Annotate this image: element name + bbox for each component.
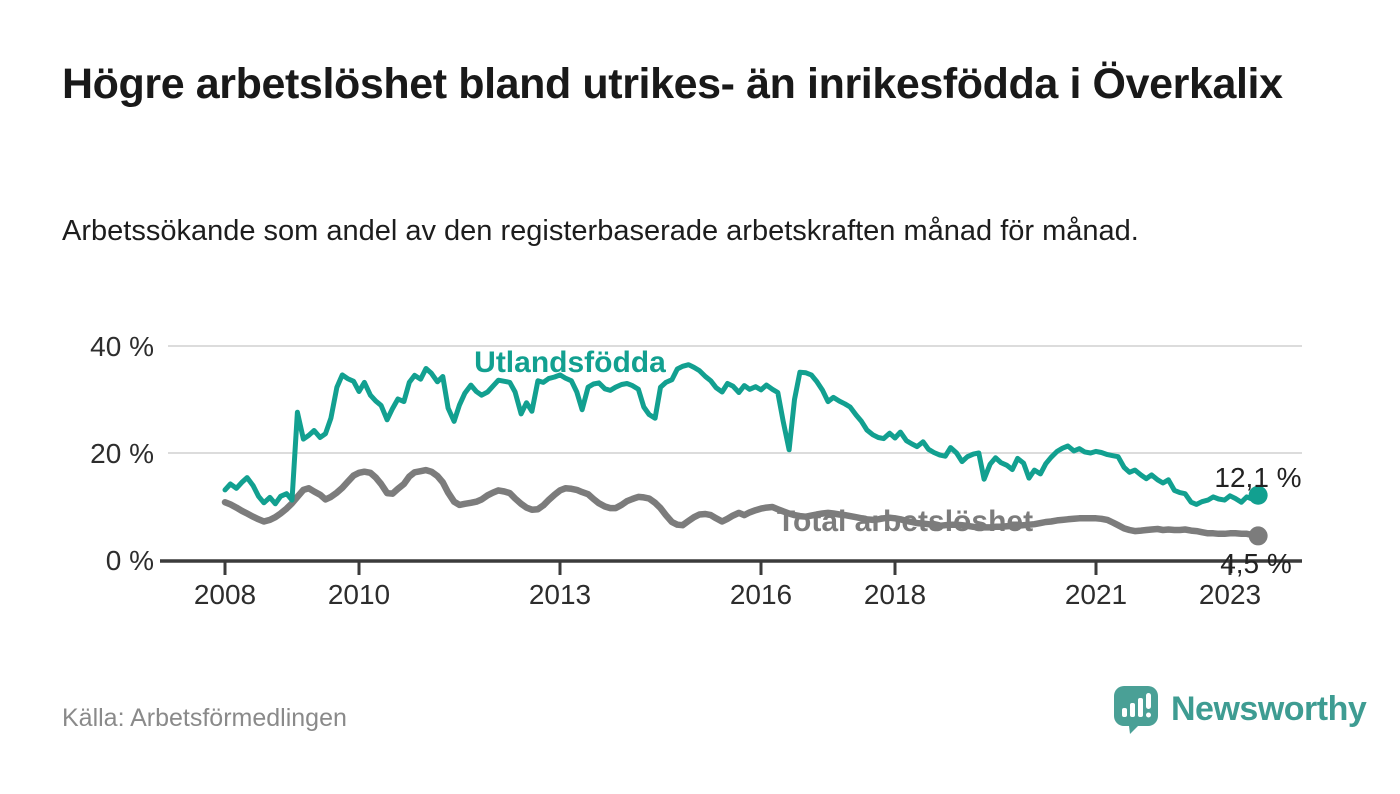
page-title: Högre arbetslöshet bland utrikes- än inr… <box>62 60 1283 108</box>
x-tick-label: 2016 <box>730 579 792 610</box>
series-label-total: Total arbetslöshet <box>777 505 1033 538</box>
chart-subtitle: Arbetssökande som andel av den registerb… <box>62 215 1139 247</box>
newsworthy-logo: Newsworthy <box>1112 684 1367 734</box>
series-line-total <box>221 466 1262 540</box>
x-tick-label: 2010 <box>328 579 390 610</box>
y-tick-label: 20 % <box>90 438 154 469</box>
bar-chart-speech-bubble-icon <box>1114 686 1158 734</box>
end-value-label-total: 4,5 % <box>1220 548 1292 579</box>
x-tick-label: 2021 <box>1065 579 1127 610</box>
x-tick-label: 2013 <box>529 579 591 610</box>
x-tick-label: 2023 <box>1199 579 1261 610</box>
end-value-label-utlandsfodda: 12,1 % <box>1214 462 1301 493</box>
series-line-utlandsfodda <box>222 362 1261 507</box>
series-end-dot-utlandsfodda <box>1248 485 1268 505</box>
newsworthy-wordmark: Newsworthy <box>1171 689 1367 728</box>
series-end-dot-total <box>1248 526 1268 546</box>
y-tick-label: 40 % <box>90 331 154 362</box>
x-tick-label: 2018 <box>864 579 926 610</box>
series-label-utlandsfodda: Utlandsfödda <box>474 346 666 379</box>
x-tick-label: 2008 <box>194 579 256 610</box>
y-tick-label: 0 % <box>106 545 154 576</box>
source-note: Källa: Arbetsförmedlingen <box>62 704 347 732</box>
